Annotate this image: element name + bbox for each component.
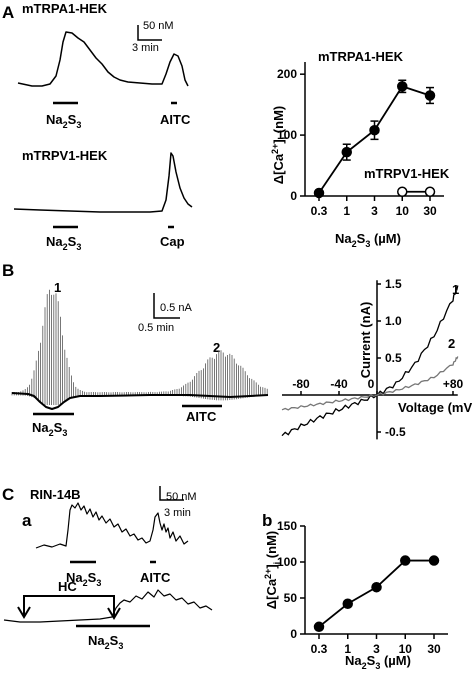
x-tick-label: 1 (344, 642, 351, 656)
calcium-trace-mtrpa1 (17, 31, 189, 87)
scale-bar-c-x-label: 3 min (164, 507, 191, 519)
scale-bar-b-y-label: 0.5 nA (160, 302, 192, 314)
chart-a-x-axis-title: Na2S3 (µM) (335, 231, 401, 249)
scale-bar-b-x-label: 0.5 min (138, 322, 174, 334)
y-tick-label: 0 (290, 627, 297, 641)
subpanel-letter-b: b (262, 511, 272, 530)
x-tick-label: 0.3 (311, 204, 328, 218)
stimulus-label-aitc-c: AITC (140, 570, 171, 585)
cell-line-label: RIN-14B (30, 487, 81, 502)
peak-label-1: 1 (54, 280, 61, 295)
iv-y-tick-label: 1.5 (385, 277, 402, 291)
data-point (341, 146, 352, 158)
x-tick-label: 30 (427, 642, 441, 656)
x-tick-label: 0.3 (311, 642, 328, 656)
stimulus-label-aitc-b: AITC (186, 409, 217, 424)
data-point (342, 598, 353, 610)
y-tick-label: 0 (290, 189, 297, 203)
scale-bar-a: 50 nM 3 min (132, 20, 174, 54)
panel-letter-c: C (2, 485, 14, 504)
y-tick-label: 50 (284, 591, 298, 605)
scale-bar-a-x-label: 3 min (132, 42, 159, 54)
current-ramp-trace (11, 289, 268, 405)
stimulus-label-na2s3-a1: Na2S3 (46, 112, 81, 130)
hc-label: HC (58, 579, 77, 594)
data-point (428, 555, 440, 566)
iv-y-tick-label: 0.5 (385, 351, 402, 365)
y-tick-label: 100 (277, 555, 297, 569)
x-tick-label: 30 (423, 204, 437, 218)
data-point (400, 555, 411, 566)
x-tick-label: 10 (399, 642, 413, 656)
data-point (369, 124, 380, 136)
iv-x-tick-label: 0 (368, 377, 375, 391)
scale-bar-a-y-label: 50 nM (143, 20, 174, 32)
stimulus-label-na2s3-c1: Na2S3 (66, 570, 101, 588)
stimulus-label-aitc-a: AITC (160, 112, 191, 127)
panel-letter-b: B (2, 261, 14, 280)
data-point (371, 581, 382, 593)
scale-bar-c-y-label: 50 nM (166, 491, 197, 503)
chart-cb-x-axis-title: Na2S3 (µM) (345, 653, 411, 671)
calcium-trace-mtrpv1 (13, 152, 193, 213)
calcium-trace-hc (3, 589, 213, 623)
scale-bar-c: 50 nM 3 min (159, 486, 197, 519)
iv-y-tick-label: 1.0 (385, 314, 402, 328)
stimulus-label-na2s3-b: Na2S3 (32, 420, 67, 438)
chart-cb-y-axis-title: Δ[Ca2+]i (nM) (263, 531, 282, 609)
iv-curve-label-2: 2 (448, 336, 455, 351)
hc-bracket: HC (17, 579, 121, 620)
trace-title-mtrpv1: mTRPV1-HEK (22, 148, 108, 163)
holding-current-trace (11, 392, 269, 410)
iv-curve-chart: Current (nA) Voltage (mV) 1 2 -80 -40 0 +80… (281, 277, 472, 440)
iv-x-tick-label: +80 (443, 377, 464, 391)
series-line-cb-0 (318, 559, 434, 628)
x-tick-label: 3 (373, 642, 380, 656)
data-point (424, 90, 436, 101)
data-point (424, 186, 436, 197)
iv-y-tick-label: -0.5 (385, 425, 406, 439)
panel-letter-a: A (2, 3, 14, 22)
stimulus-label-na2s3-a2: Na2S3 (46, 234, 81, 252)
x-tick-label: 3 (371, 204, 378, 218)
stimulus-label-na2s3-c2: Na2S3 (88, 633, 123, 651)
dose-response-chart-cb: Na2S3 (µM) Δ[Ca2+]i (nM) 0 50 100 150 0.3 1 3 1… (263, 519, 448, 671)
series-label-mtrpa1: mTRPA1-HEK (318, 49, 404, 64)
data-point (313, 187, 325, 199)
subpanel-letter-a: a (22, 511, 32, 530)
data-point (397, 186, 408, 197)
x-tick-label: 10 (396, 204, 410, 218)
y-tick-label: 200 (277, 67, 297, 81)
iv-x-tick-label: -80 (292, 377, 310, 391)
iv-x-tick-label: -40 (330, 377, 348, 391)
iv-x-axis-title: Voltage (mV) (398, 400, 472, 415)
dose-response-chart-a: mTRPA1-HEK mTRPV1-HEK Na2S3 (µM) Δ[Ca2+]… (270, 49, 450, 249)
iv-curve-2 (281, 356, 459, 411)
data-point (397, 81, 408, 92)
x-tick-label: 1 (343, 204, 350, 218)
trace-title-mtrpa1: mTRPA1-HEK (22, 1, 108, 16)
calcium-trace-rin14b (35, 502, 189, 549)
peak-label-2: 2 (213, 340, 220, 355)
scale-bar-b: 0.5 nA 0.5 min (138, 293, 192, 334)
chart-a-y-axis-title: Δ[Ca2+]i (nM) (270, 106, 289, 184)
y-tick-label: 150 (277, 519, 297, 533)
iv-y-axis-title: Current (nA) (358, 302, 373, 379)
stimulus-label-cap-a: Cap (160, 234, 185, 249)
data-point (313, 621, 325, 633)
y-tick-label: 100 (277, 128, 297, 142)
series-label-mtrpv1: mTRPV1-HEK (364, 166, 450, 181)
